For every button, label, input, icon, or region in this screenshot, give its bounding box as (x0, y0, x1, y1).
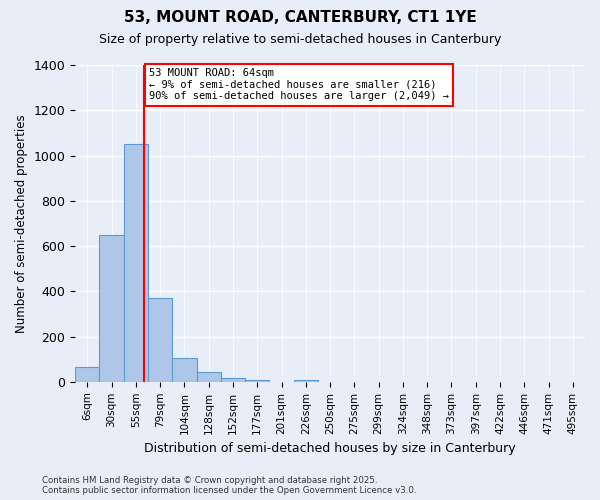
Bar (245, 380, 269, 382)
Y-axis label: Number of semi-detached properties: Number of semi-detached properties (15, 114, 28, 332)
Bar (197, 372, 221, 382)
Bar (293, 380, 318, 382)
Text: Contains HM Land Registry data © Crown copyright and database right 2025.
Contai: Contains HM Land Registry data © Crown c… (42, 476, 416, 495)
Text: Size of property relative to semi-detached houses in Canterbury: Size of property relative to semi-detach… (99, 32, 501, 46)
Bar (100, 234, 124, 382)
Bar (148, 298, 172, 382)
Text: 53, MOUNT ROAD, CANTERBURY, CT1 1YE: 53, MOUNT ROAD, CANTERBURY, CT1 1YE (124, 10, 476, 25)
X-axis label: Distribution of semi-detached houses by size in Canterbury: Distribution of semi-detached houses by … (144, 442, 516, 455)
Bar (75, 367, 100, 382)
Bar (124, 144, 148, 382)
Text: 53 MOUNT ROAD: 64sqm
← 9% of semi-detached houses are smaller (216)
90% of semi-: 53 MOUNT ROAD: 64sqm ← 9% of semi-detach… (149, 68, 449, 102)
Bar (172, 358, 197, 382)
Bar (221, 378, 245, 382)
